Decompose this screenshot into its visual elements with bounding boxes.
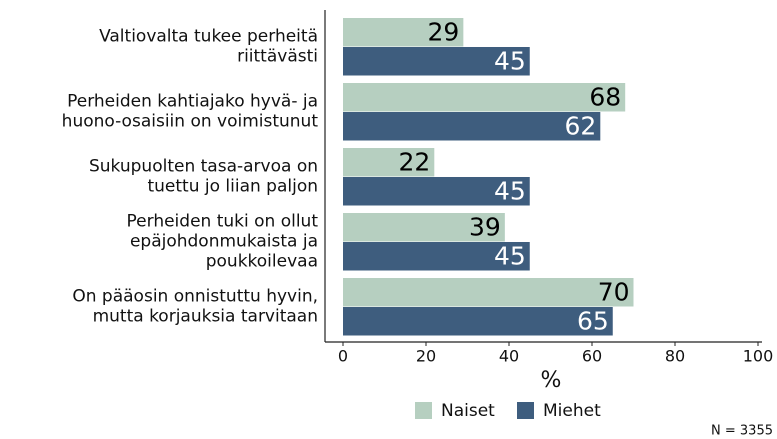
x-tick-label: 0 [338,347,348,366]
x-tick-label: 80 [665,347,685,366]
data-label: 70 [598,277,630,306]
data-label: 29 [428,17,460,46]
bar [343,112,601,141]
data-label: 62 [564,111,596,140]
bar [343,242,530,271]
data-label: 45 [494,46,526,75]
legend-swatch [415,402,432,419]
note: N = 3355 [711,424,773,439]
data-label: 45 [494,176,526,205]
x-axis-label: % [541,368,562,393]
x-tick-label: 20 [416,347,436,366]
data-label: 65 [577,306,609,335]
bar [343,213,505,242]
data-label: 45 [494,241,526,270]
bar [343,307,613,336]
legend-swatch [517,402,534,419]
legend-label: Miehet [543,401,601,421]
legend-label: Naiset [441,401,495,421]
category-label: riittävästi [237,47,318,67]
category-label: Valtiovalta tukee perheitä [99,27,318,47]
category-label: On pääosin onnistuttu hyvin, [72,287,318,307]
x-tick-label: 60 [582,347,602,366]
data-label: 39 [469,212,501,241]
category-label: Sukupuolten tasa-arvoa on [89,157,318,177]
category-label: huono-osaisiin on voimistunut [62,112,319,132]
bar [343,47,530,76]
category-label: tuettu jo liian paljon [147,177,318,197]
x-tick-label: 100 [743,347,774,366]
bar [343,177,530,206]
category-label: mutta korjauksia tarvitaan [93,307,318,327]
data-label: 68 [589,82,621,111]
category-label: Perheiden kahtiajako hyvä- ja [67,92,318,112]
category-label: Perheiden tuki on ollut [127,212,319,232]
category-label: poukkoilevaa [206,252,318,272]
bar [343,278,634,307]
category-label: epäjohdonmukaista ja [130,232,318,252]
bar [343,148,435,177]
x-tick-label: 40 [499,347,519,366]
data-label: 22 [398,147,430,176]
bar [343,83,626,112]
bar [343,18,464,47]
